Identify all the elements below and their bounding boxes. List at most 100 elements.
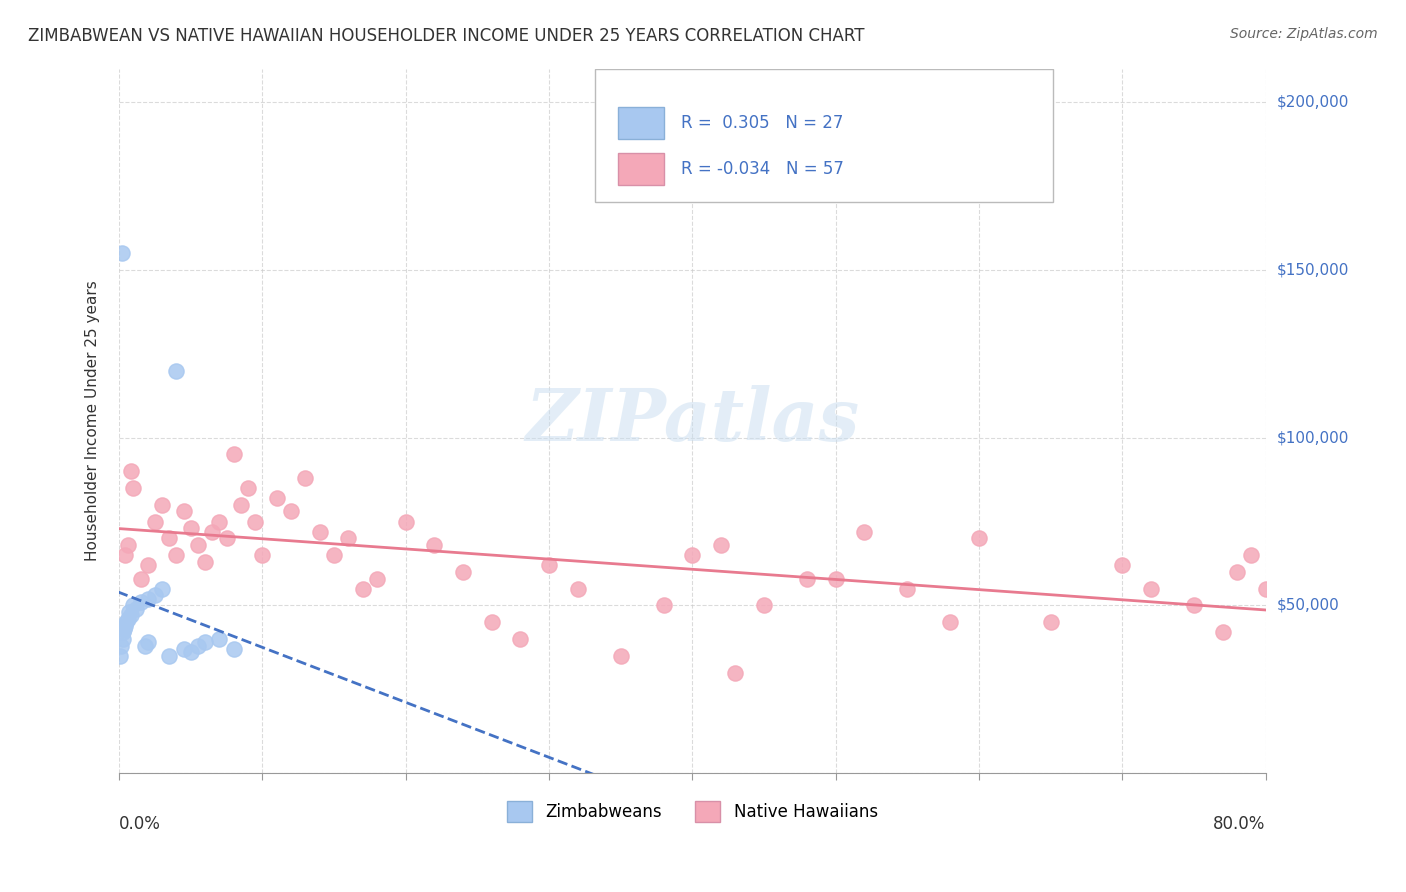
- Point: [187, 538, 209, 552]
- Point: [165, 363, 187, 377]
- Point: [939, 615, 962, 630]
- Text: $150,000: $150,000: [1277, 262, 1350, 277]
- Point: [110, 648, 132, 663]
- Point: [1254, 582, 1277, 596]
- Point: [122, 599, 145, 613]
- Point: [652, 599, 675, 613]
- Point: [752, 599, 775, 613]
- Point: [115, 615, 138, 630]
- Point: [395, 515, 418, 529]
- Point: [129, 572, 152, 586]
- Point: [366, 572, 388, 586]
- Point: [451, 565, 474, 579]
- Point: [157, 531, 180, 545]
- Point: [150, 498, 173, 512]
- Point: [173, 642, 195, 657]
- Point: [187, 639, 209, 653]
- Point: [125, 601, 148, 615]
- FancyBboxPatch shape: [617, 153, 664, 185]
- Point: [609, 648, 631, 663]
- Point: [724, 665, 747, 680]
- Point: [112, 622, 135, 636]
- Point: [122, 481, 145, 495]
- Point: [1039, 615, 1062, 630]
- Point: [710, 538, 733, 552]
- Point: [134, 639, 156, 653]
- Point: [165, 548, 187, 562]
- Text: 80.0%: 80.0%: [1213, 815, 1265, 833]
- Text: $50,000: $50,000: [1277, 598, 1340, 613]
- FancyBboxPatch shape: [595, 69, 1053, 202]
- Y-axis label: Householder Income Under 25 years: Householder Income Under 25 years: [86, 280, 100, 561]
- Point: [173, 504, 195, 518]
- Point: [222, 642, 245, 657]
- Legend: Zimbabweans, Native Hawaiians: Zimbabweans, Native Hawaiians: [501, 795, 884, 829]
- Point: [120, 608, 142, 623]
- Point: [245, 515, 267, 529]
- Point: [117, 612, 139, 626]
- Point: [229, 498, 252, 512]
- Point: [180, 645, 202, 659]
- Point: [143, 515, 166, 529]
- Point: [111, 246, 134, 260]
- Point: [194, 555, 217, 569]
- Point: [180, 521, 202, 535]
- Point: [537, 558, 560, 573]
- Point: [796, 572, 818, 586]
- Text: R = -0.034   N = 57: R = -0.034 N = 57: [681, 160, 844, 178]
- Point: [157, 648, 180, 663]
- Point: [143, 588, 166, 602]
- Point: [266, 491, 288, 505]
- Point: [1212, 625, 1234, 640]
- Text: R =  0.305   N = 27: R = 0.305 N = 27: [681, 114, 844, 132]
- Point: [337, 531, 360, 545]
- Point: [129, 595, 152, 609]
- Text: ZIMBABWEAN VS NATIVE HAWAIIAN HOUSEHOLDER INCOME UNDER 25 YEARS CORRELATION CHAR: ZIMBABWEAN VS NATIVE HAWAIIAN HOUSEHOLDE…: [28, 27, 865, 45]
- Point: [110, 639, 132, 653]
- Point: [1111, 558, 1133, 573]
- Point: [194, 635, 217, 649]
- Point: [136, 591, 159, 606]
- Text: 0.0%: 0.0%: [120, 815, 160, 833]
- Point: [208, 515, 231, 529]
- Text: ZIPatlas: ZIPatlas: [526, 385, 859, 457]
- Point: [681, 548, 703, 562]
- Point: [111, 632, 134, 646]
- Point: [114, 618, 136, 632]
- Text: Source: ZipAtlas.com: Source: ZipAtlas.com: [1230, 27, 1378, 41]
- Point: [222, 447, 245, 461]
- Point: [150, 582, 173, 596]
- Point: [509, 632, 531, 646]
- Point: [118, 605, 141, 619]
- Point: [252, 548, 274, 562]
- Point: [352, 582, 374, 596]
- Point: [1182, 599, 1205, 613]
- Point: [308, 524, 330, 539]
- Point: [117, 538, 139, 552]
- Point: [208, 632, 231, 646]
- Text: $100,000: $100,000: [1277, 430, 1350, 445]
- Point: [136, 558, 159, 573]
- Point: [481, 615, 503, 630]
- Point: [120, 464, 142, 478]
- Point: [567, 582, 589, 596]
- Point: [1140, 582, 1163, 596]
- Point: [236, 481, 259, 495]
- Point: [112, 625, 135, 640]
- Point: [423, 538, 446, 552]
- Point: [853, 524, 876, 539]
- Point: [896, 582, 918, 596]
- Point: [1240, 548, 1263, 562]
- Point: [824, 572, 846, 586]
- Point: [1226, 565, 1249, 579]
- Point: [114, 548, 136, 562]
- Point: [201, 524, 224, 539]
- Point: [280, 504, 302, 518]
- Point: [323, 548, 346, 562]
- Point: [294, 471, 316, 485]
- Point: [967, 531, 990, 545]
- Point: [136, 635, 159, 649]
- FancyBboxPatch shape: [617, 107, 664, 139]
- Point: [215, 531, 238, 545]
- Text: $200,000: $200,000: [1277, 95, 1350, 110]
